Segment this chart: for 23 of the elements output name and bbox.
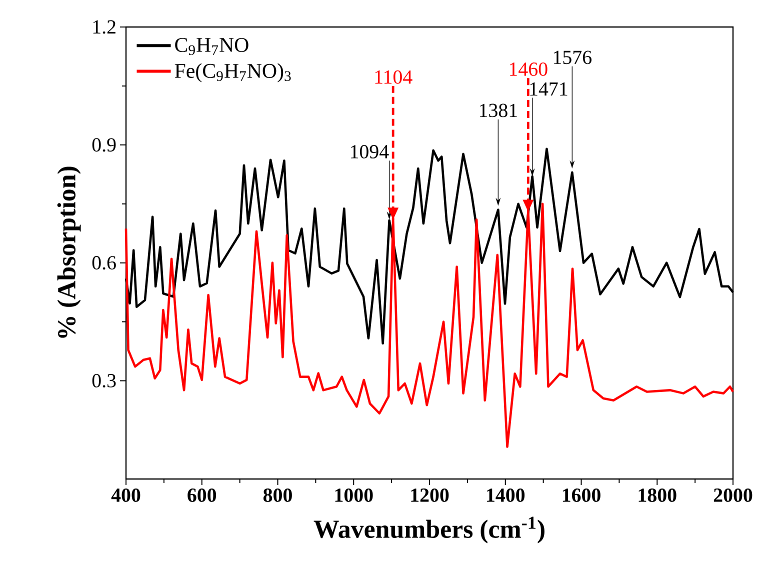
x-tick-label: 1800 <box>638 488 676 502</box>
x-tick-label: 400 <box>111 488 140 502</box>
annotation: 1381 <box>480 104 517 118</box>
legend-label: Fe(C$_{9}$H$_{7}$NO)$_{3}$ <box>174 63 291 82</box>
y-tick-label: 1.2 <box>93 20 116 34</box>
x-tick-label: 1400 <box>487 488 525 502</box>
y-axis-title: % (Absorption) <box>57 166 81 338</box>
x-tick-label: 1200 <box>411 488 449 502</box>
annotation: 1094 <box>350 144 389 158</box>
x-tick-label: 2000 <box>714 488 752 502</box>
annotation: 1471 <box>530 82 568 96</box>
x-tick-label: 800 <box>263 488 292 502</box>
y-tick-label: 0.9 <box>92 138 116 152</box>
y-tick-label: 0.3 <box>92 374 116 388</box>
annotation: 1576 <box>554 50 592 64</box>
x-tick-label: 1000 <box>335 488 373 502</box>
y-tick-label: 0.6 <box>92 256 116 270</box>
annotation: 1460 <box>510 62 548 76</box>
x-tick-label: 1600 <box>562 488 600 502</box>
x-axis-title: Wavenumbers (cm$^{-1}$) <box>314 516 544 544</box>
x-tick-label: 600 <box>188 488 216 502</box>
annotation: 1104 <box>375 70 412 84</box>
legend-label: C$_{9}$H$_{7}$NO <box>175 38 248 56</box>
